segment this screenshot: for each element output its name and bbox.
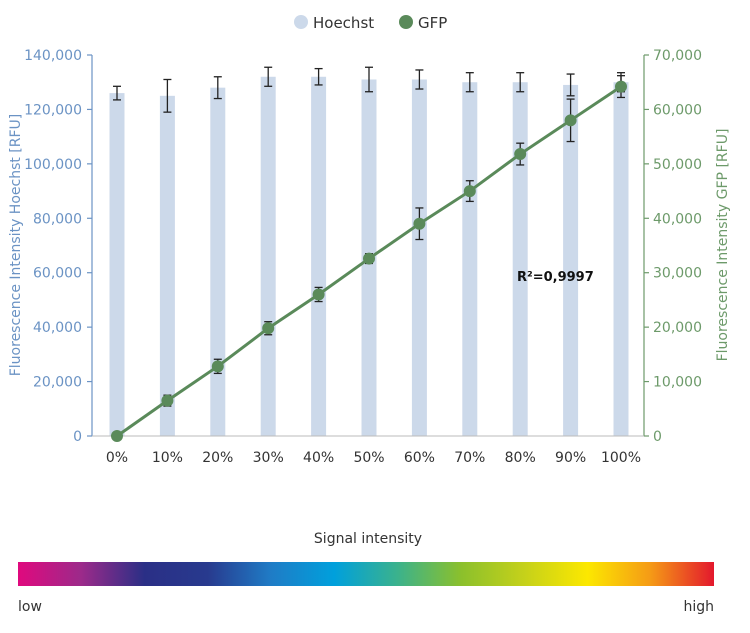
hoechst-bar-100%	[613, 82, 629, 436]
y-left-tick-label: 20,000	[33, 375, 82, 391]
colorbar-title: Signal intensity	[314, 531, 422, 547]
colorbar-low-label: low	[18, 599, 42, 615]
legend: Hoechst GFP	[294, 14, 447, 32]
y-right-tick-label: 10,000	[653, 375, 702, 391]
y-right-tick-label: 0	[653, 429, 662, 445]
y-left-tick-label: 120,000	[24, 102, 82, 118]
y-right-tick-label: 50,000	[653, 157, 702, 173]
y-left-tick-label: 60,000	[33, 266, 82, 282]
y-left-tick-label: 140,000	[24, 48, 82, 64]
legend-hoechst-label: Hoechst	[313, 14, 374, 32]
y-right-axis-title: Fluorescence Intensity GFP [RFU]	[715, 129, 731, 362]
gfp-point-30%	[262, 322, 275, 335]
y-right-tick-label: 40,000	[653, 211, 702, 227]
gfp-point-100%	[615, 80, 627, 93]
hoechst-error-bar-0%	[113, 85, 121, 101]
hoechst-error-bar-80%	[516, 72, 525, 93]
y-right-tick-label: 70,000	[653, 48, 702, 64]
x-tick-label: 70%	[454, 450, 485, 466]
legend-gfp-marker	[399, 15, 413, 29]
hoechst-error-bar-50%	[365, 66, 373, 93]
hoechst-bar-10%	[159, 95, 175, 437]
hoechst-error-bar-20%	[213, 76, 222, 100]
y-left-tick-label: 80,000	[33, 211, 82, 227]
hoechst-error-bar-90%	[566, 73, 575, 97]
y-left-tick-label: 100,000	[24, 157, 82, 173]
legend-gfp-label: GFP	[418, 14, 447, 32]
hoechst-bar-20%	[210, 87, 226, 437]
gfp-point-0%	[111, 430, 123, 442]
x-tick-label: 40%	[303, 450, 334, 466]
hoechst-bar-30%	[260, 76, 276, 437]
r-squared-annotation: R²=0,9997	[517, 270, 594, 285]
y-left-tick-label: 0	[73, 429, 82, 445]
gfp-point-60%	[413, 217, 426, 230]
hoechst-error-bar-70%	[465, 72, 474, 93]
x-tick-label: 90%	[555, 450, 586, 466]
x-tick-label: 20%	[202, 450, 233, 466]
x-tick-label: 10%	[152, 450, 183, 466]
gfp-point-10%	[161, 394, 174, 407]
axes	[91, 55, 645, 437]
hoechst-bar-70%	[462, 82, 478, 436]
hoechst-bars	[109, 76, 629, 437]
y-right-tick-label: 20,000	[653, 320, 702, 336]
signal-intensity-colorbar	[18, 562, 714, 586]
hoechst-bar-0%	[109, 93, 125, 436]
x-tick-label: 100%	[601, 450, 641, 466]
legend-hoechst-marker	[294, 15, 308, 29]
gfp-point-80%	[514, 148, 527, 161]
gfp-point-70%	[463, 185, 476, 198]
x-tick-label: 30%	[253, 450, 284, 466]
hoechst-bar-60%	[411, 79, 427, 436]
y-left-tick-label: 40,000	[33, 320, 82, 336]
y-right-tick-label: 60,000	[653, 102, 702, 118]
gfp-points	[111, 80, 627, 442]
gfp-point-40%	[312, 288, 325, 301]
hoechst-bar-40%	[311, 76, 327, 437]
hoechst-error-bar-10%	[163, 78, 172, 113]
right-axis-ticks: 0 10,000 20,000 30,000 40,000 50,000 60,000 70,…	[644, 48, 702, 445]
x-tick-label: 50%	[353, 450, 384, 466]
gfp-point-90%	[564, 114, 577, 127]
y-left-axis-title: Fluorescence Intensity Hoechst [RFU]	[8, 114, 24, 377]
x-tick-label: 80%	[505, 450, 536, 466]
hoechst-bar-90%	[563, 84, 579, 436]
hoechst-error-bar-30%	[264, 66, 273, 87]
colorbar-high-label: high	[683, 599, 714, 615]
hoechst-error-bar-60%	[415, 69, 424, 90]
x-axis-ticks: 0% 10% 20% 30% 40% 50% 60% 70% 80% 90% 100%	[106, 450, 641, 466]
hoechst-error-bar-40%	[314, 67, 323, 86]
gfp-point-50%	[363, 252, 375, 265]
left-axis-ticks: 0 20,000 40,000 60,000 80,000 100,000 120,000 1…	[24, 48, 92, 445]
x-tick-label: 0%	[106, 450, 128, 466]
hoechst-bar-80%	[512, 82, 528, 436]
y-right-tick-label: 30,000	[653, 266, 702, 282]
gfp-point-20%	[211, 360, 224, 373]
x-tick-label: 60%	[404, 450, 435, 466]
